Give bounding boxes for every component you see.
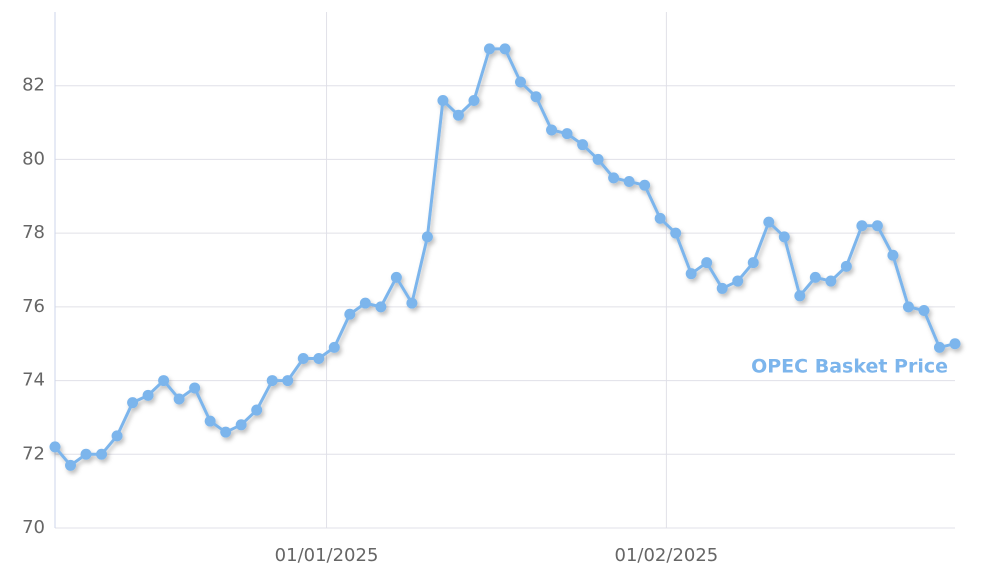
- data-point: [158, 375, 170, 387]
- y-tick-label: 70: [22, 517, 45, 538]
- data-point: [809, 271, 821, 283]
- data-point: [49, 441, 61, 453]
- data-point: [933, 341, 945, 353]
- data-point: [80, 448, 92, 460]
- data-point: [685, 268, 697, 280]
- data-point: [344, 308, 356, 320]
- data-point: [313, 352, 325, 364]
- data-point: [918, 305, 930, 317]
- data-point: [96, 448, 108, 460]
- data-point: [375, 301, 387, 313]
- data-point: [840, 260, 852, 272]
- data-point: [794, 290, 806, 302]
- data-point: [437, 94, 449, 106]
- y-tick-label: 82: [22, 75, 45, 96]
- data-point: [468, 94, 480, 106]
- y-tick-label: 74: [22, 370, 45, 391]
- data-point: [251, 404, 263, 416]
- y-tick-label: 76: [22, 296, 45, 317]
- series-line: [53, 47, 956, 468]
- series-label: OPEC Basket Price: [751, 356, 948, 378]
- data-point: [592, 153, 604, 165]
- data-point: [111, 430, 123, 442]
- x-tick-label: 01/01/2025: [275, 545, 379, 566]
- data-point: [623, 176, 635, 188]
- data-point: [204, 415, 216, 427]
- data-point: [763, 216, 775, 228]
- data-point: [515, 76, 527, 88]
- data-point: [747, 257, 759, 269]
- data-point: [127, 397, 139, 409]
- y-tick-label: 72: [22, 443, 45, 464]
- data-point: [421, 231, 433, 243]
- data-point: [359, 297, 371, 309]
- data-point: [235, 419, 247, 431]
- data-point: [561, 128, 573, 140]
- data-point: [701, 257, 713, 269]
- data-point: [220, 426, 232, 438]
- data-point: [716, 282, 728, 294]
- data-point: [297, 352, 309, 364]
- data-point: [328, 341, 340, 353]
- data-point: [390, 271, 402, 283]
- data-point: [825, 275, 837, 287]
- data-point: [778, 231, 790, 243]
- data-point: [902, 301, 914, 313]
- y-tick-label: 78: [22, 222, 45, 243]
- data-point: [639, 179, 651, 191]
- data-point: [499, 43, 511, 55]
- data-point: [65, 459, 77, 471]
- data-point: [577, 139, 589, 151]
- data-point: [282, 375, 294, 387]
- data-point: [654, 212, 666, 224]
- data-point: [266, 375, 278, 387]
- data-point: [949, 338, 961, 350]
- data-point: [406, 297, 418, 309]
- data-point: [142, 389, 154, 401]
- data-point: [887, 249, 899, 261]
- data-point: [483, 43, 495, 55]
- data-point: [189, 382, 201, 394]
- data-point: [546, 124, 558, 136]
- data-point: [173, 393, 185, 405]
- data-point: [530, 91, 542, 103]
- y-tick-label: 80: [22, 148, 45, 169]
- data-point: [856, 220, 868, 232]
- data-point: [871, 220, 883, 232]
- x-tick-label: 01/02/2025: [615, 545, 719, 566]
- data-point: [452, 109, 464, 121]
- data-point: [670, 227, 682, 239]
- data-point: [608, 172, 620, 184]
- data-point: [732, 275, 744, 287]
